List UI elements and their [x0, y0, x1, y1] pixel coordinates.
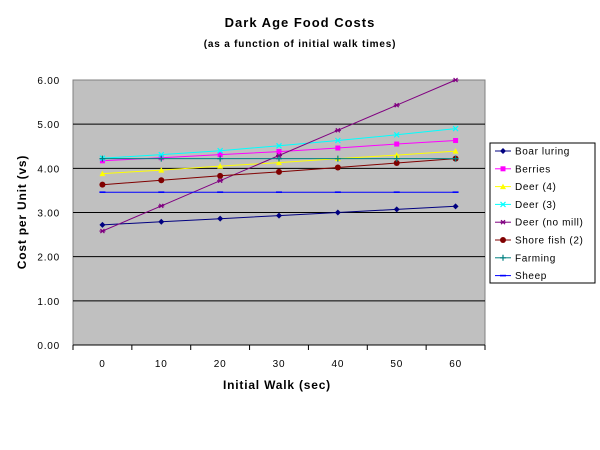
x-tick-label: 0	[99, 359, 105, 370]
data-point	[217, 215, 224, 222]
data-point	[217, 178, 224, 184]
data-point	[393, 102, 400, 108]
data-point	[276, 159, 282, 166]
y-axis-title: Cost per Unit (vs)	[15, 155, 29, 269]
legend-box	[489, 142, 596, 284]
legend-label: Sheep	[515, 271, 547, 282]
x-tick-label: 30	[273, 359, 286, 370]
series-7	[99, 155, 459, 162]
data-point	[276, 168, 282, 175]
y-tick-label: 4.00	[37, 164, 60, 175]
data-point	[334, 155, 341, 162]
legend-marker	[500, 237, 506, 243]
x-tick-label: 10	[155, 359, 168, 370]
legend-label: Deer (no mill)	[515, 218, 583, 229]
legend-item: Shore fish (2)	[495, 236, 583, 247]
legend-item: Sheep	[495, 271, 547, 282]
data-point	[334, 137, 341, 144]
data-point	[276, 142, 282, 149]
data-point	[217, 172, 224, 179]
legend-marker	[500, 166, 506, 172]
legend-item: Berries	[495, 164, 551, 175]
data-point	[217, 155, 224, 162]
x-axis-title: Initial Walk (sec)	[223, 378, 331, 392]
data-point	[334, 209, 341, 216]
legend-marker	[500, 148, 506, 154]
data-point	[452, 155, 459, 162]
data-point	[99, 221, 106, 228]
y-tick-label: 0.00	[37, 341, 60, 352]
y-tick-label: 6.00	[37, 76, 60, 87]
legend: Boar luring Berries Deer (4) Deer (3) Deer (…	[489, 142, 596, 284]
legend-marker	[500, 201, 506, 208]
legend-label: Deer (4)	[515, 182, 556, 193]
data-point	[276, 153, 282, 158]
y-tick-label: 3.00	[37, 209, 60, 220]
legend-marker	[500, 219, 506, 225]
legend-marker	[500, 183, 506, 190]
data-point	[393, 206, 400, 213]
data-point	[99, 228, 106, 234]
legend-label: Berries	[515, 164, 551, 175]
data-point	[393, 160, 400, 167]
data-point	[452, 203, 459, 210]
legend-label: Farming	[515, 253, 556, 264]
legend-item: Boar luring	[495, 147, 570, 158]
legend-item: Deer (4)	[495, 182, 556, 193]
legend-label: Shore fish (2)	[515, 236, 583, 247]
series-5	[99, 77, 459, 234]
data-point	[276, 212, 282, 219]
chart-title: Dark Age Food Costs	[225, 15, 376, 30]
x-tick-labels: 0 10 20 30 40 50 60	[99, 359, 462, 370]
data-point	[99, 170, 106, 177]
data-point	[393, 155, 400, 162]
legend-item: Deer (no mill)	[495, 218, 583, 229]
data-point	[99, 155, 106, 162]
data-point	[452, 125, 459, 132]
x-tick-label: 20	[214, 359, 227, 370]
data-point	[452, 77, 459, 83]
y-tick-label: 1.00	[37, 297, 60, 308]
series-1	[99, 203, 459, 228]
data-point	[335, 145, 341, 151]
legend-item: Deer (3)	[495, 200, 556, 211]
series-3	[99, 148, 459, 177]
y-tick-label: 5.00	[37, 120, 60, 131]
x-tick-label: 40	[331, 359, 344, 370]
x-tick-label: 50	[390, 359, 403, 370]
data-point	[99, 181, 106, 188]
data-point	[158, 151, 165, 158]
legend-label: Boar luring	[515, 147, 570, 158]
data-point	[394, 141, 400, 147]
data-point	[158, 218, 165, 225]
data-point	[276, 155, 282, 162]
data-point	[334, 127, 341, 133]
y-tick-label: 2.00	[37, 253, 60, 264]
data-point	[453, 138, 459, 144]
legend-marker	[500, 254, 506, 261]
data-point	[217, 163, 224, 169]
grid-lines	[73, 123, 485, 302]
data-point	[217, 152, 223, 158]
y-tick-labels: 0.00 1.00 2.00 3.00 4.00 5.00 6.00	[37, 76, 60, 352]
data-point	[393, 131, 400, 138]
series-group	[99, 77, 459, 234]
data-point	[217, 147, 224, 154]
chart-subtitle: (as a function of initial walk times)	[204, 39, 396, 50]
data-point	[276, 149, 282, 155]
data-point	[393, 152, 400, 158]
x-tick-label: 60	[449, 359, 462, 370]
legend-label: Deer (3)	[515, 200, 556, 211]
x-axis	[72, 344, 486, 350]
data-point	[158, 167, 165, 173]
data-point	[158, 177, 165, 184]
data-point	[452, 148, 459, 154]
data-point	[158, 203, 165, 209]
data-point	[158, 155, 165, 162]
legend-item: Farming	[495, 253, 556, 264]
series-6	[99, 155, 459, 188]
data-point	[334, 164, 341, 171]
